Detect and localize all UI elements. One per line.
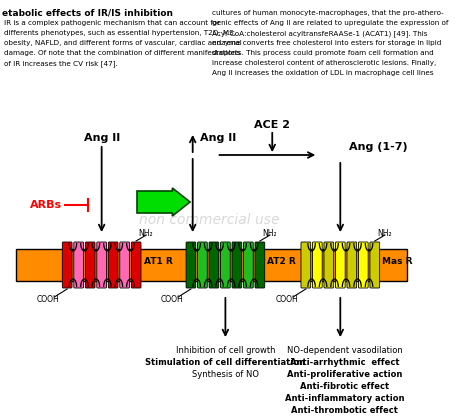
Text: IR is a complex pathogenic mechanism that can account for: IR is a complex pathogenic mechanism tha… <box>4 20 221 26</box>
FancyBboxPatch shape <box>324 242 334 288</box>
Text: Anti-proliferative action: Anti-proliferative action <box>287 370 402 379</box>
FancyBboxPatch shape <box>120 242 129 288</box>
Text: NH₂: NH₂ <box>377 229 392 238</box>
Text: NH₂: NH₂ <box>138 229 153 238</box>
Text: Anti-inflammatory action: Anti-inflammatory action <box>285 394 404 403</box>
Text: Ang II: Ang II <box>83 133 120 143</box>
FancyBboxPatch shape <box>62 242 72 288</box>
Bar <box>16 249 407 281</box>
FancyBboxPatch shape <box>358 242 368 288</box>
FancyBboxPatch shape <box>370 242 380 288</box>
Text: of IR increases the CV risk [47].: of IR increases the CV risk [47]. <box>4 60 118 67</box>
Text: ACE 2: ACE 2 <box>254 120 290 130</box>
Text: Stimulation of cell differentiation: Stimulation of cell differentiation <box>146 358 305 367</box>
FancyBboxPatch shape <box>97 242 107 288</box>
Text: COOH: COOH <box>160 295 183 304</box>
FancyBboxPatch shape <box>131 242 141 288</box>
Text: etabolic effects of IR/IS inhibition: etabolic effects of IR/IS inhibition <box>2 8 173 17</box>
Text: Ang II increases the oxidation of LDL in macrophage cell lines: Ang II increases the oxidation of LDL in… <box>212 70 434 76</box>
Text: COOH: COOH <box>275 295 298 304</box>
FancyBboxPatch shape <box>312 242 322 288</box>
Text: Anti-thrombotic effect: Anti-thrombotic effect <box>292 406 398 415</box>
Text: NH₂: NH₂ <box>262 229 277 238</box>
Text: Acyl-CoA:cholesterol acyltransfeRAASe-1 (ACAT1) [49]. This: Acyl-CoA:cholesterol acyltransfeRAASe-1 … <box>212 30 428 37</box>
Text: increase cholesterol content of atherosclerotic lesions. Finally,: increase cholesterol content of atherosc… <box>212 60 437 66</box>
FancyBboxPatch shape <box>209 242 219 288</box>
Text: Anti-fibrotic effect: Anti-fibrotic effect <box>300 382 389 391</box>
FancyBboxPatch shape <box>255 242 265 288</box>
FancyBboxPatch shape <box>336 242 345 288</box>
Text: Ang II: Ang II <box>200 133 236 143</box>
FancyBboxPatch shape <box>232 242 242 288</box>
FancyBboxPatch shape <box>347 242 356 288</box>
Text: ARBs: ARBs <box>30 200 62 210</box>
Text: non commercial use: non commercial use <box>139 213 280 227</box>
Text: Synthesis of NO: Synthesis of NO <box>192 370 259 379</box>
Text: COOH: COOH <box>36 295 59 304</box>
Text: enzyme converts free cholesterol into esters for storage in lipid: enzyme converts free cholesterol into es… <box>212 40 441 46</box>
Text: NO-dependent vasodilation: NO-dependent vasodilation <box>287 346 402 355</box>
Text: Inhibition of cell growth: Inhibition of cell growth <box>176 346 275 355</box>
FancyBboxPatch shape <box>74 242 83 288</box>
FancyArrow shape <box>137 188 190 216</box>
FancyBboxPatch shape <box>85 242 95 288</box>
Text: cultures of human monocyte-macrophages, that the pro-athero-: cultures of human monocyte-macrophages, … <box>212 10 444 16</box>
FancyBboxPatch shape <box>220 242 230 288</box>
FancyBboxPatch shape <box>198 242 207 288</box>
Text: droplets. This process could promote foam cell formation and: droplets. This process could promote foa… <box>212 50 434 56</box>
Text: damage. Of note that the combination of different manifestations: damage. Of note that the combination of … <box>4 50 241 56</box>
Text: Ang (1-7): Ang (1-7) <box>349 142 408 152</box>
FancyBboxPatch shape <box>244 242 253 288</box>
Text: differents phenotypes, such as essential hypertension, T2D, MS,: differents phenotypes, such as essential… <box>4 30 237 36</box>
FancyBboxPatch shape <box>301 242 310 288</box>
FancyBboxPatch shape <box>108 242 118 288</box>
Text: genic effects of Ang II are related to upregulate the expression of: genic effects of Ang II are related to u… <box>212 20 448 26</box>
Text: Anti-arrhythmic  effect: Anti-arrhythmic effect <box>290 358 400 367</box>
Text: obesity, NAFLD, and different forms of vascular, cardiac and renal: obesity, NAFLD, and different forms of v… <box>4 40 242 46</box>
Text: Mas R: Mas R <box>383 257 413 265</box>
FancyBboxPatch shape <box>186 242 196 288</box>
Text: AT2 R: AT2 R <box>267 257 296 265</box>
Text: AT1 R: AT1 R <box>144 257 173 265</box>
